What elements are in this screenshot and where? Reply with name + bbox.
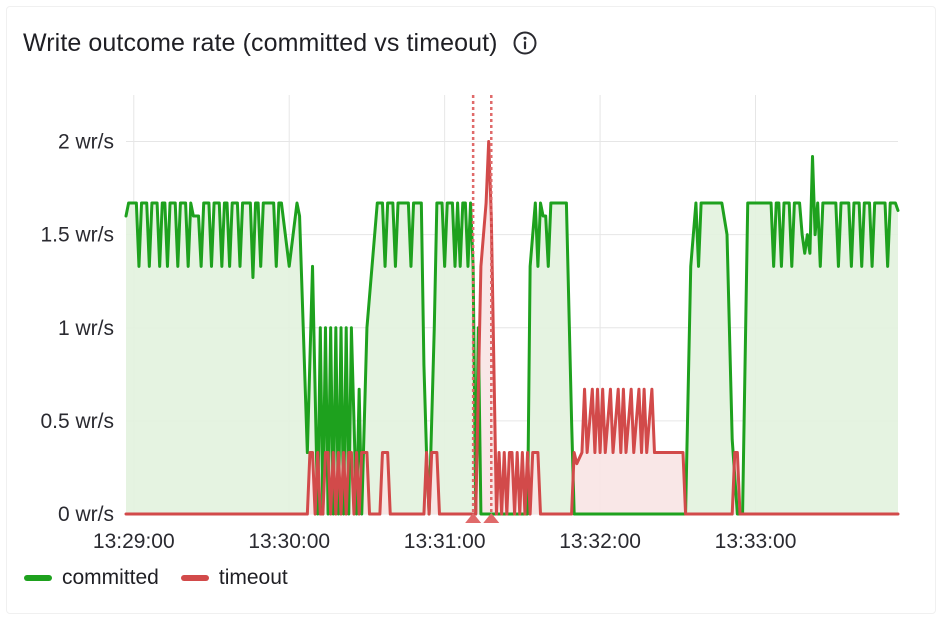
- panel-header: Write outcome rate (committed vs timeout…: [23, 25, 538, 61]
- legend-swatch-timeout: [180, 575, 209, 581]
- x-tick-label: 13:31:00: [404, 530, 486, 553]
- annotation-marker: [465, 513, 482, 523]
- legend-item-committed[interactable]: committed: [24, 566, 159, 590]
- legend-label-committed: committed: [62, 566, 159, 589]
- y-tick-label: 0.5 wr/s: [40, 410, 114, 433]
- x-tick-label: 13:32:00: [559, 530, 641, 553]
- x-tick-label: 13:30:00: [248, 530, 330, 553]
- legend-item-timeout[interactable]: timeout: [180, 566, 288, 590]
- x-tick-label: 13:29:00: [93, 530, 175, 553]
- y-tick-label: 0 wr/s: [58, 503, 114, 526]
- series-line-committed: [124, 154, 900, 516]
- panel-title: Write outcome rate (committed vs timeout…: [23, 28, 498, 57]
- legend-swatch-committed: [24, 575, 52, 581]
- y-tick-label: 2 wr/s: [58, 131, 114, 154]
- series-line-timeout: [124, 140, 900, 516]
- y-tick-label: 1.5 wr/s: [40, 224, 114, 247]
- x-tick-label: 13:33:00: [715, 530, 797, 553]
- chart-legend: committed timeout: [24, 566, 288, 590]
- legend-label-timeout: timeout: [218, 566, 288, 589]
- annotation-marker: [483, 513, 500, 523]
- info-icon[interactable]: [512, 30, 538, 56]
- y-tick-label: 1 wr/s: [58, 317, 114, 340]
